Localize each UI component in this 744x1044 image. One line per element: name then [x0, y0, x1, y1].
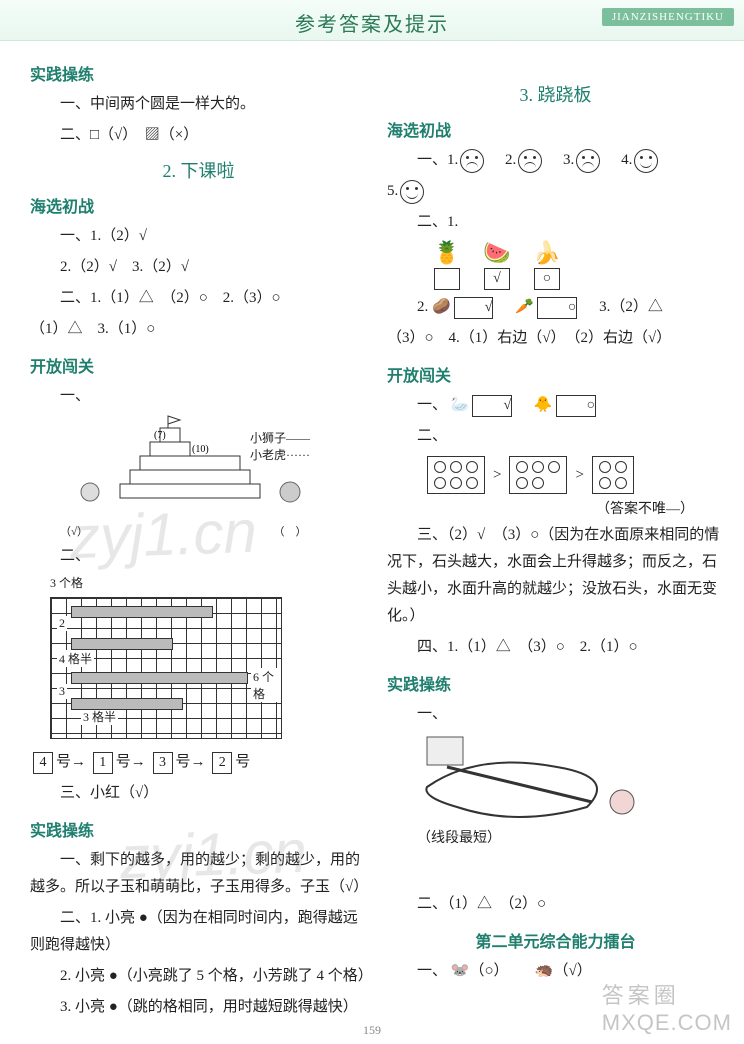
r-s2-l4: 四、1.（1）△ （3）○ 2.（1）○ [387, 634, 724, 661]
page-number: 159 [363, 1023, 381, 1038]
r-s2-l2pre: 二、 [387, 423, 724, 450]
heading-kaifang: 开放闯关 [30, 353, 367, 377]
pyramid-left-mark: （√） [60, 526, 88, 538]
top-bar: 参考答案及提示 JIANZISHENGTIKU [0, 0, 744, 41]
potato-icon: 🥔 [432, 299, 451, 315]
goose-icon: 🦢 [451, 397, 470, 413]
l-s2-l3: 二、1.（1）△ （2）○ 2.（3）○ [30, 285, 367, 312]
smile-face-icon [634, 149, 658, 173]
left-column: 实践操练 一、中间两个圆是一样大的。 二、□（√） ▨（×） 2. 下课啦 海选… [30, 51, 367, 1025]
r-s1-l4: （3）○ 4.（1）右边（√） （2）右边（√） [387, 325, 724, 352]
r-s2-l1: 一、 🦢√ 🐥○ [387, 392, 724, 419]
hedgehog-icon: 🦔 [535, 963, 554, 979]
subtitle-3: 3. 跷跷板 [387, 81, 724, 107]
l-s2-l2: 2.（2）√ 3.（2）√ [30, 254, 367, 281]
l-s3-l2: 二、 [30, 543, 367, 570]
l-s4-p1: 一、剩下的越多，用的越少；剩的越少，用的越多。所以子玉和萌萌比，子玉用得多。子玉… [30, 847, 367, 901]
right-column: 3. 跷跷板 海选初战 一、1. 2. 3. 4. 5. 二、1. 🍍 🍉√ 🍌… [387, 51, 724, 1025]
subtitle-2: 2. 下课啦 [30, 157, 367, 183]
domino-4 [592, 456, 634, 494]
pyramid-tiger-label: 小老虎······ [250, 446, 340, 463]
chick-icon: 🐥 [534, 397, 553, 413]
path-diagram: （线段最短） [417, 732, 724, 887]
sad-face-icon [576, 149, 600, 173]
r-s1-l3: 2. 🥔√ 🥕○ 3.（2）△ [387, 294, 724, 321]
svg-text:(7): (7) [154, 430, 166, 441]
path-note: （线段最短） [417, 827, 501, 847]
fruit-row: 🍍 🍉√ 🍌○ [427, 240, 724, 290]
watermelon-icon: 🍉√ [477, 240, 517, 290]
r-s3-l2: 二、（1）△ （2）○ [387, 891, 724, 918]
heading-practice-r: 实践操练 [387, 671, 724, 695]
l-s4-p3: 2. 小亮 ●（小亮跳了 5 个格，小芳跳了 4 个格） [30, 963, 367, 990]
l-s2-l1: 一、1.（2）√ [30, 223, 367, 250]
svg-text:(10): (10) [192, 444, 209, 455]
l-s1-l1: 一、中间两个圆是一样大的。 [30, 91, 367, 118]
r-s3-l1pre: 一、 [387, 701, 724, 728]
pineapple-icon: 🍍 [427, 240, 467, 290]
l-s3-l3: 三、小红（√） [30, 780, 367, 807]
domino-note: （答案不唯—） [387, 498, 694, 518]
pencil-grid-diagram: 2 4 格半 3 3 格半 6 个格 [50, 597, 282, 739]
sad-face-icon [518, 149, 542, 173]
header-badge: JIANZISHENGTIKU [602, 8, 734, 26]
l-s4-p2: 二、1. 小亮 ●（因为在相同时间内，跑得越远则跑得越快） [30, 905, 367, 959]
mouse-icon: 🐭 [451, 963, 470, 979]
l-s1-l2: 二、□（√） ▨（×） [30, 122, 367, 149]
pyramid-lion-label: 小狮子—— [250, 429, 340, 446]
grid-top-label: 3 个格 [50, 574, 367, 591]
heading-unit2: 第二单元综合能力擂台 [387, 928, 724, 952]
r-faces-row1: 一、1. 2. 3. 4. [387, 147, 724, 174]
banana-icon: 🍌○ [527, 240, 567, 290]
heading-practice-1: 实践操练 [30, 61, 367, 85]
pyramid-diagram: (7) (10) 小狮子—— 小老虎······ （√） （ ） [60, 414, 367, 539]
content-area: 实践操练 一、中间两个圆是一样大的。 二、□（√） ▨（×） 2. 下课啦 海选… [0, 41, 744, 1025]
smile-face-icon [400, 180, 424, 204]
heading-haixuan: 海选初战 [30, 193, 367, 217]
r-s2-l3: 三、（2）√ （3）○（因为在水面原来相同的情况下，石头越大，水面会上升得越多；… [387, 522, 724, 630]
l-s3-l1: 一、 [30, 383, 367, 410]
footer-brand: 答案圈 MXQE.COM [602, 978, 732, 1036]
heading-practice-2: 实践操练 [30, 817, 367, 841]
sad-face-icon [460, 149, 484, 173]
r-faces-row2: 5. [387, 178, 724, 205]
carrot-icon: 🥕 [515, 299, 534, 315]
domino-row: > > [427, 456, 724, 494]
heading-kaifang-r: 开放闯关 [387, 362, 724, 386]
l-s2-l4: （1）△ 3.（1）○ [30, 316, 367, 343]
domino-6 [427, 456, 485, 494]
l-s4-p4: 3. 小亮 ●（跳的格相同，用时越短跳得越快） [30, 994, 367, 1021]
pyramid-right-mark: （ ） [274, 526, 307, 538]
r-s1-l2pre: 二、1. [387, 209, 724, 236]
arrow-sequence: 4号→ 1号→ 3号→ 2号 [30, 749, 367, 776]
heading-haixuan-r: 海选初战 [387, 117, 724, 141]
domino-5 [509, 456, 567, 494]
